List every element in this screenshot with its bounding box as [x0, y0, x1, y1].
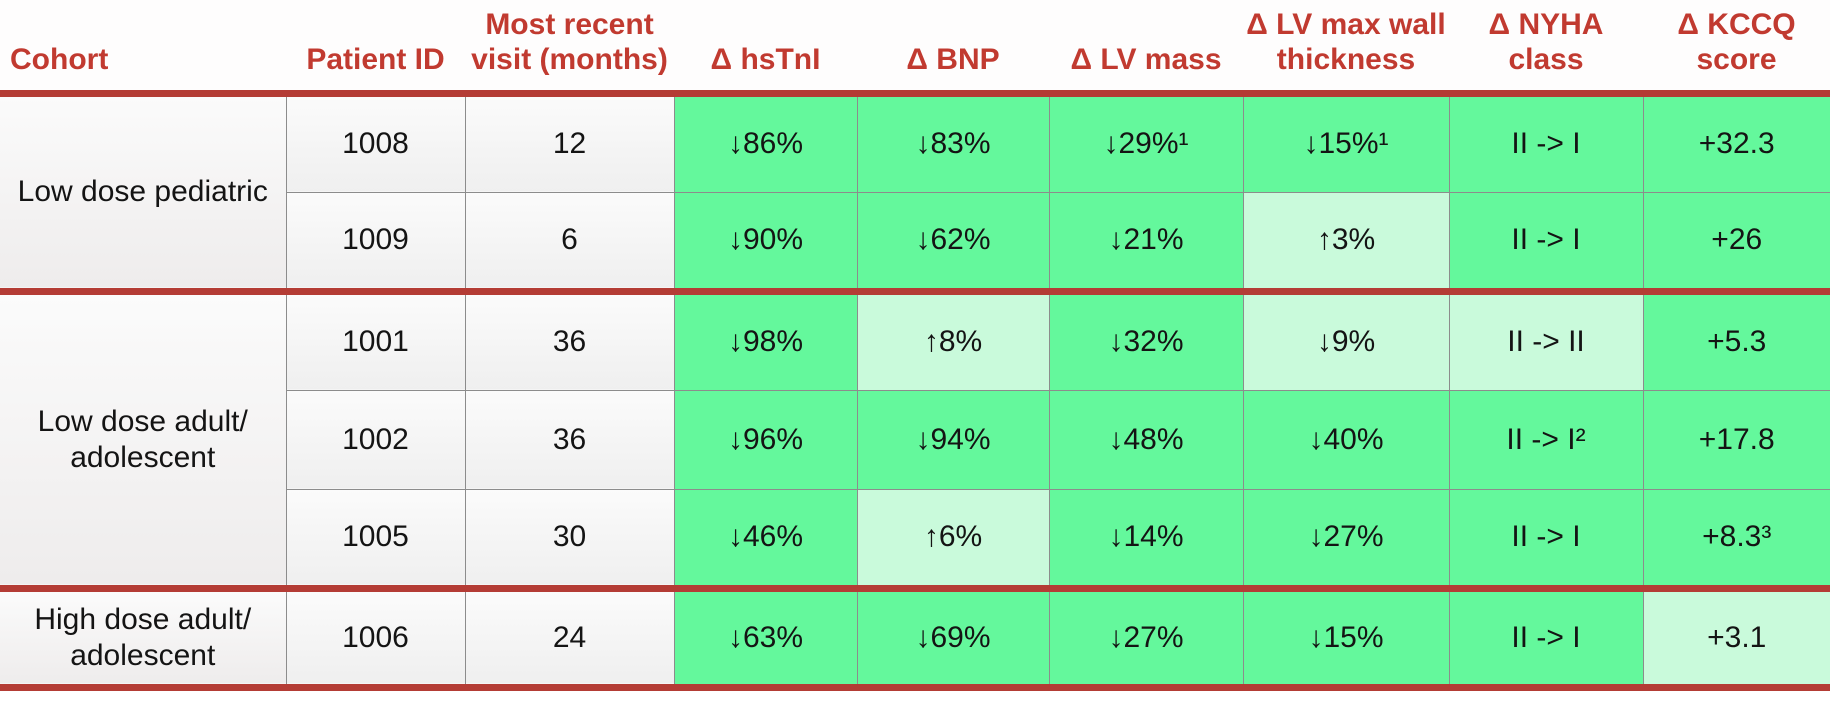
- table-row: Low dose adult/ adolescent 1001 36 ↓98% …: [0, 287, 1830, 588]
- metric-cell-lv-mass: ↓14%: [1049, 488, 1244, 588]
- column-header-delta-kccq-score: Δ KCCQ score: [1643, 0, 1830, 97]
- visit-months-cell: 12: [465, 93, 675, 192]
- metric-cell-kccq-score: +32.3: [1643, 93, 1830, 192]
- metric-cell-lv-mass: ↓48%: [1049, 389, 1244, 489]
- column-header-delta-hstni: Δ hsTnI: [674, 0, 857, 97]
- table-row: 1002 36 ↓96% ↓94% ↓48% ↓40% II -> I² +17…: [0, 389, 1830, 489]
- column-header-most-recent-visit: Most recent visit (months): [465, 0, 674, 97]
- metric-cell-kccq-score: +8.3³: [1643, 488, 1830, 588]
- results-table: Cohort Patient ID Most recent visit (mon…: [0, 0, 1830, 691]
- metric-cell-bnp: ↓94%: [857, 389, 1050, 489]
- patient-id-cell: 1002: [286, 389, 466, 489]
- cohort-section-low-dose-pediatric: Low dose pediatric 1008 12 ↓86% ↓83% ↓29…: [0, 93, 1830, 291]
- visit-months-cell: 36: [465, 287, 675, 390]
- metric-cell-nyha-class: II -> II: [1449, 287, 1644, 390]
- column-header-cohort: Cohort: [0, 0, 286, 97]
- metric-cell-nyha-class: II -> I²: [1449, 389, 1644, 489]
- metric-cell-lv-max-wall-thickness: ↓40%: [1243, 389, 1450, 489]
- patient-id-cell: 1008: [286, 93, 466, 192]
- metric-cell-hstni: ↓98%: [674, 287, 858, 390]
- metric-cell-kccq-score: +17.8: [1643, 389, 1830, 489]
- cohort-cell: Low dose pediatric: [0, 93, 287, 291]
- metric-cell-hstni: ↓86%: [674, 93, 858, 192]
- table-row: Low dose pediatric 1008 12 ↓86% ↓83% ↓29…: [0, 93, 1830, 291]
- visit-months-cell: 36: [465, 389, 675, 489]
- metric-cell-lv-max-wall-thickness: ↓15%: [1243, 584, 1450, 691]
- cohort-section-low-dose-adult-adolescent: Low dose adult/ adolescent 1001 36 ↓98% …: [0, 287, 1830, 588]
- metric-cell-lv-max-wall-thickness: ↑3%: [1243, 191, 1450, 291]
- cohort-cell: Low dose adult/ adolescent: [0, 287, 287, 588]
- metric-cell-nyha-class: II -> I: [1449, 191, 1644, 291]
- patient-id-cell: 1009: [286, 191, 466, 291]
- cohort-section-high-dose-adult-adolescent: High dose adult/ adolescent 1006 24 ↓63%…: [0, 584, 1830, 691]
- column-header-patient-id: Patient ID: [286, 0, 465, 97]
- metric-cell-lv-mass: ↓27%: [1049, 584, 1244, 691]
- cohort-cell: High dose adult/ adolescent: [0, 584, 287, 691]
- visit-months-cell: 6: [465, 191, 675, 291]
- visit-months-cell: 30: [465, 488, 675, 588]
- metric-cell-kccq-score: +5.3: [1643, 287, 1830, 390]
- metric-cell-lv-mass: ↓32%: [1049, 287, 1244, 390]
- metric-cell-bnp: ↓62%: [857, 191, 1050, 291]
- patient-id-cell: 1006: [286, 584, 466, 691]
- metric-cell-lv-max-wall-thickness: ↓15%¹: [1243, 93, 1450, 192]
- patient-id-cell: 1005: [286, 488, 466, 588]
- visit-months-cell: 24: [465, 584, 675, 691]
- metric-cell-lv-max-wall-thickness: ↓27%: [1243, 488, 1450, 588]
- table-header-row: Cohort Patient ID Most recent visit (mon…: [0, 0, 1830, 97]
- table-row: 1005 30 ↓46% ↑6% ↓14% ↓27% II -> I +8.3³: [0, 488, 1830, 588]
- metric-cell-hstni: ↓96%: [674, 389, 858, 489]
- metric-cell-kccq-score: +3.1: [1643, 584, 1830, 691]
- metric-cell-bnp: ↑6%: [857, 488, 1050, 588]
- column-header-delta-lv-max-wall-thickness: Δ LV max wall thickness: [1243, 0, 1449, 97]
- table-row: High dose adult/ adolescent 1006 24 ↓63%…: [0, 584, 1830, 691]
- metric-cell-nyha-class: II -> I: [1449, 488, 1644, 588]
- column-header-delta-lv-mass: Δ LV mass: [1049, 0, 1243, 97]
- metric-cell-hstni: ↓63%: [674, 584, 858, 691]
- metric-cell-bnp: ↑8%: [857, 287, 1050, 390]
- table-row: 1009 6 ↓90% ↓62% ↓21% ↑3% II -> I +26: [0, 191, 1830, 291]
- metric-cell-bnp: ↓83%: [857, 93, 1050, 192]
- metric-cell-lv-mass: ↓29%¹: [1049, 93, 1244, 192]
- metric-cell-lv-mass: ↓21%: [1049, 191, 1244, 291]
- metric-cell-nyha-class: II -> I: [1449, 584, 1644, 691]
- metric-cell-hstni: ↓46%: [674, 488, 858, 588]
- column-header-delta-nyha-class: Δ NYHA class: [1449, 0, 1643, 97]
- metric-cell-hstni: ↓90%: [674, 191, 858, 291]
- column-header-delta-bnp: Δ BNP: [857, 0, 1049, 97]
- metric-cell-lv-max-wall-thickness: ↓9%: [1243, 287, 1450, 390]
- metric-cell-kccq-score: +26: [1643, 191, 1830, 291]
- metric-cell-bnp: ↓69%: [857, 584, 1050, 691]
- metric-cell-nyha-class: II -> I: [1449, 93, 1644, 192]
- patient-id-cell: 1001: [286, 287, 466, 390]
